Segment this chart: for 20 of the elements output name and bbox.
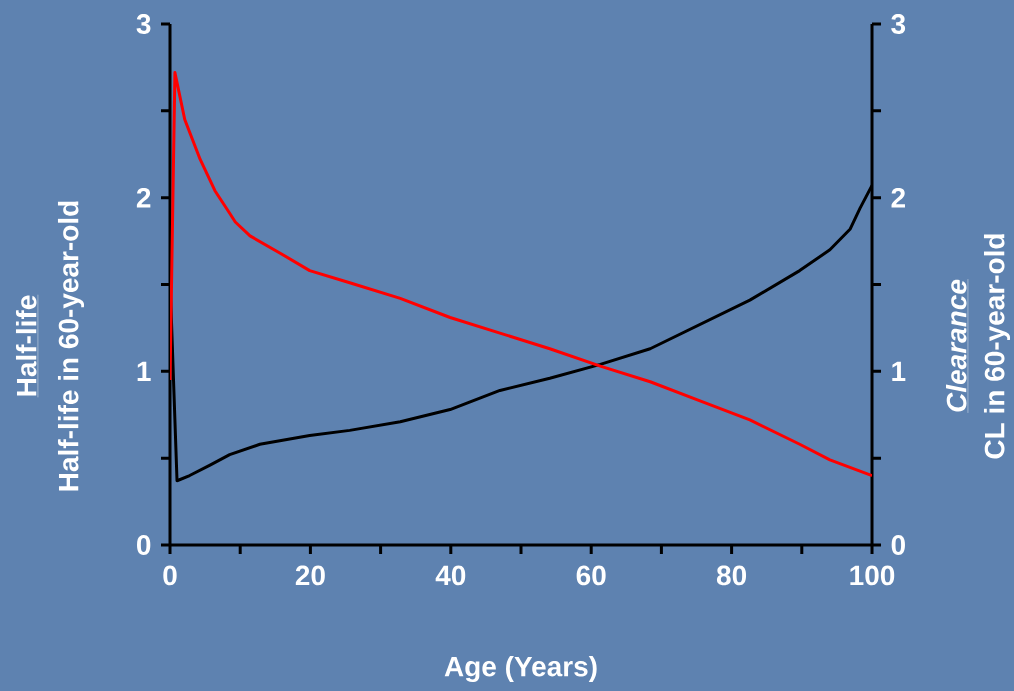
x-tick-label: 20	[295, 565, 325, 586]
line-series	[170, 71, 873, 478]
y2-tick-label: 1	[892, 361, 906, 381]
x-tick-label: 100	[850, 565, 895, 586]
y-tick-label: 2	[136, 187, 151, 208]
y2-tick-label: 0	[891, 535, 905, 555]
x-tick-label: 80	[716, 565, 747, 586]
y-axis-title: Half-life in 60-year-old	[57, 201, 85, 491]
y-tick-label: 3	[136, 14, 151, 34]
y2-tick-label: 2	[891, 187, 905, 208]
text: Clearance	[945, 279, 967, 412]
y2-axis-title: CL in 60-year-old	[983, 234, 1011, 459]
y-tick-label: 0	[137, 535, 151, 555]
y-tick-label: 1	[137, 361, 151, 381]
x-tick-label: 60	[576, 565, 606, 586]
x-tick-label: 0	[163, 565, 177, 586]
x-axis-title: Age (Years)	[444, 655, 597, 683]
text: Half-life	[15, 295, 37, 396]
x-tick-label: 40	[435, 565, 466, 586]
y2-tick-label: 3	[891, 14, 906, 34]
